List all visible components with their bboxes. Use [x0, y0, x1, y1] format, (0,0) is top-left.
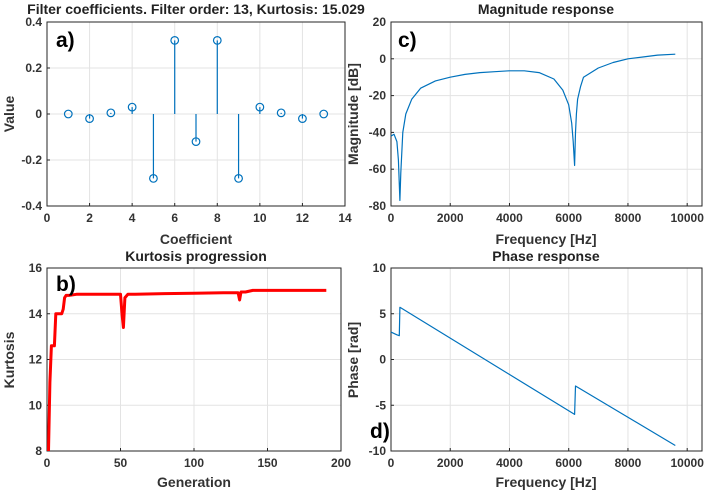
x-tick-label: 4000	[496, 456, 523, 470]
axes-frame	[390, 21, 703, 207]
y-tick-label: 12	[29, 353, 43, 367]
x-tick-label: 6	[171, 211, 178, 225]
x-tick-label: 14	[338, 211, 352, 225]
x-axis-label: Coefficient	[160, 231, 233, 247]
x-axis-label: Frequency [Hz]	[495, 474, 596, 490]
y-tick-label: 5	[379, 307, 386, 321]
y-tick-label: 0	[379, 52, 386, 66]
plot-area	[390, 21, 703, 207]
x-tick-label: 50	[114, 456, 128, 470]
stem-marker	[127, 102, 137, 112]
grid-lines	[390, 21, 703, 207]
x-axis-label: Generation	[157, 474, 231, 490]
axes-frame	[390, 267, 703, 452]
x-tick-label: 200	[331, 456, 351, 470]
x-tick-label: 8000	[615, 456, 642, 470]
x-tick-label: 10000	[671, 211, 704, 225]
x-tick-label: 2000	[437, 456, 464, 470]
stem-marker	[85, 114, 94, 123]
x-tick-label: 0	[44, 456, 51, 470]
chart-title: Filter coefficients. Filter order: 13, K…	[27, 1, 365, 17]
y-tick-label: -20	[369, 89, 387, 103]
stem-marker	[234, 173, 243, 183]
x-tick-label: 10	[253, 211, 267, 225]
x-tick-label: 0	[388, 456, 395, 470]
panel-letter: a)	[56, 29, 75, 52]
series-line	[47, 288, 327, 452]
tick-labels: 0 2000 4000 6000 8000 10000 -10 -5 0 5 10	[369, 261, 704, 470]
y-tick-label: 20	[373, 15, 387, 29]
stem-marker	[191, 137, 201, 147]
x-tick-label: 2	[86, 211, 93, 225]
chart-title: Kurtosis progression	[125, 248, 267, 264]
y-tick-label: -10	[369, 444, 387, 458]
x-tick-label: 8000	[615, 211, 642, 225]
y-tick-label: 16	[29, 261, 43, 275]
panel-magnitude-response: Magnitude response 0 2000 4000 6000 8000 1000…	[345, 1, 704, 247]
panel-filter-coefficients: Filter coefficients. Filter order: 13, K…	[1, 1, 365, 247]
y-tick-label: 10	[29, 398, 43, 412]
series-line	[390, 53, 676, 202]
x-tick-label: 8	[214, 211, 221, 225]
panel-letter: b)	[56, 273, 76, 296]
axes-frame	[46, 267, 342, 452]
x-tick-label: 0	[44, 211, 51, 225]
y-tick-label: 0.4	[25, 15, 42, 29]
y-tick-label: -5	[375, 398, 386, 412]
y-tick-label: -60	[369, 162, 387, 176]
y-axis-label: Kurtosis	[1, 331, 17, 388]
panel-phase-response: Phase response 0 2000 4000 6000 8000 10000 -10…	[345, 248, 704, 490]
x-tick-label: 10000	[671, 456, 704, 470]
x-tick-label: 0	[388, 211, 395, 225]
y-axis-label: Value	[1, 96, 17, 133]
stem-marker	[319, 109, 329, 119]
panel-letter: c)	[398, 29, 417, 52]
y-tick-label: -0.4	[21, 199, 42, 213]
data-marks	[47, 288, 327, 452]
grid-lines	[390, 267, 703, 452]
stem-marker	[212, 36, 222, 45]
y-tick-label: 0	[379, 353, 386, 367]
x-tick-label: 2000	[437, 211, 464, 225]
tick-labels: 0 50 100 150 200 8 10 12 14 16	[29, 261, 352, 470]
x-tick-label: 4	[129, 211, 136, 225]
data-marks	[63, 36, 329, 183]
panel-letter: d)	[370, 420, 390, 443]
series-line	[390, 306, 676, 447]
y-tick-label: 0.2	[25, 61, 42, 75]
x-tick-label: 150	[257, 456, 277, 470]
y-axis-label: Phase [rad]	[345, 322, 361, 398]
data-marks	[390, 306, 676, 447]
stem-marker	[149, 173, 158, 183]
x-tick-label: 12	[296, 211, 310, 225]
stem-marker	[63, 109, 73, 119]
stem-marker	[276, 108, 286, 118]
y-tick-label: 14	[29, 307, 43, 321]
y-tick-label: -0.2	[21, 153, 42, 167]
y-axis-label: Magnitude [dB]	[345, 63, 361, 165]
stem-marker	[170, 36, 180, 45]
stem-marker	[298, 114, 307, 123]
y-tick-label: -40	[369, 125, 387, 139]
x-tick-label: 6000	[555, 456, 582, 470]
x-tick-label: 100	[184, 456, 204, 470]
y-tick-label: -80	[369, 199, 387, 213]
y-tick-label: 10	[373, 261, 387, 275]
y-tick-label: 0	[35, 107, 42, 121]
chart-title: Phase response	[492, 248, 600, 264]
stem-marker	[106, 108, 116, 118]
stem-marker	[255, 102, 265, 112]
y-tick-label: 8	[35, 444, 42, 458]
chart-title: Magnitude response	[478, 1, 614, 17]
panel-kurtosis-progression: Kurtosis progression 0 50 100 150 200 8 10 12 14…	[1, 248, 351, 490]
axes-frame	[46, 21, 346, 207]
x-axis-label: Frequency [Hz]	[495, 231, 596, 247]
grid-lines	[46, 267, 342, 452]
x-tick-label: 4000	[496, 211, 523, 225]
tick-labels: 0 2 4 6 8 10 12 14 -0.4 -0.2 0 0.2 0.4	[21, 15, 352, 225]
tick-labels: 0 2000 4000 6000 8000 10000 -80 -60 -40 -20 0 20	[369, 15, 704, 225]
data-marks	[390, 53, 676, 202]
x-tick-label: 6000	[555, 211, 582, 225]
